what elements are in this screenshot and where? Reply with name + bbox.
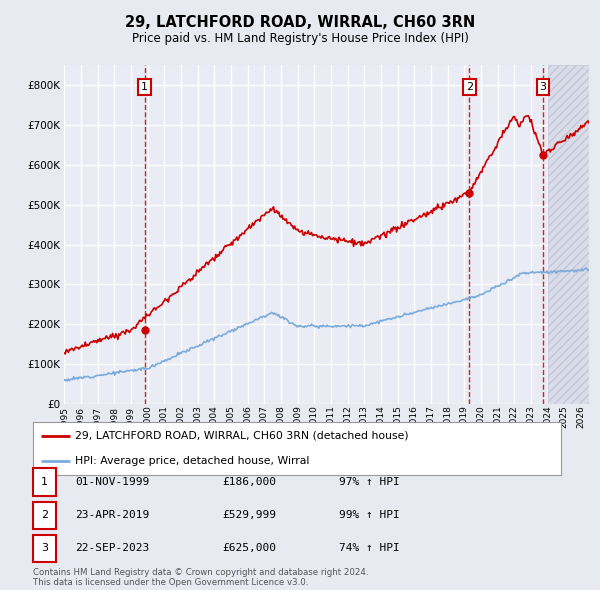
Text: £186,000: £186,000 [222, 477, 276, 487]
Text: 01-NOV-1999: 01-NOV-1999 [75, 477, 149, 487]
Text: 74% ↑ HPI: 74% ↑ HPI [339, 543, 400, 553]
Text: 3: 3 [539, 82, 547, 92]
Text: 99% ↑ HPI: 99% ↑ HPI [339, 510, 400, 520]
Text: 3: 3 [41, 543, 48, 553]
Text: 1: 1 [41, 477, 48, 487]
Text: 1: 1 [141, 82, 148, 92]
Text: 97% ↑ HPI: 97% ↑ HPI [339, 477, 400, 487]
Text: Price paid vs. HM Land Registry's House Price Index (HPI): Price paid vs. HM Land Registry's House … [131, 32, 469, 45]
Text: 23-APR-2019: 23-APR-2019 [75, 510, 149, 520]
Text: 2: 2 [466, 82, 473, 92]
Text: HPI: Average price, detached house, Wirral: HPI: Average price, detached house, Wirr… [75, 456, 310, 466]
Text: Contains HM Land Registry data © Crown copyright and database right 2024.
This d: Contains HM Land Registry data © Crown c… [33, 568, 368, 587]
Text: £625,000: £625,000 [222, 543, 276, 553]
Text: 2: 2 [41, 510, 48, 520]
Text: 29, LATCHFORD ROAD, WIRRAL, CH60 3RN (detached house): 29, LATCHFORD ROAD, WIRRAL, CH60 3RN (de… [75, 431, 409, 441]
Text: 22-SEP-2023: 22-SEP-2023 [75, 543, 149, 553]
Text: 29, LATCHFORD ROAD, WIRRAL, CH60 3RN: 29, LATCHFORD ROAD, WIRRAL, CH60 3RN [125, 15, 475, 30]
Text: £529,999: £529,999 [222, 510, 276, 520]
